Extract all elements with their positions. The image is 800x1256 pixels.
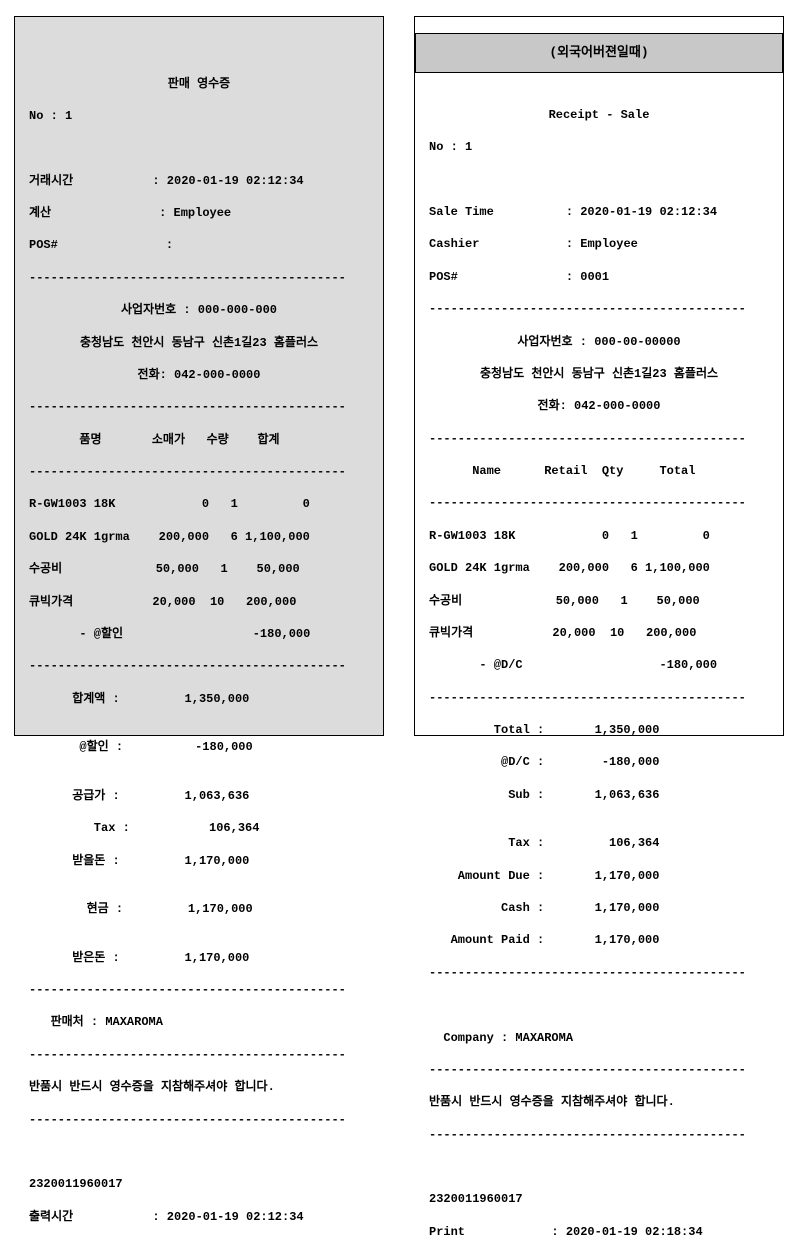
item-row-0: R-GW1003 18K 0 1 0: [29, 496, 369, 512]
row-cashier: 계산 : Employee: [29, 205, 369, 221]
company: Company : MAXAROMA: [429, 1030, 769, 1046]
dash: ----------------------------------------…: [429, 431, 769, 447]
dash: ----------------------------------------…: [429, 965, 769, 981]
print-line: Print : 2020-01-19 02:18:34: [429, 1224, 769, 1240]
item-row-3: 큐빅가격 20,000 10 200,000: [29, 594, 369, 610]
dash: ----------------------------------------…: [29, 658, 369, 674]
header-box: (외국어버젼일때): [415, 33, 783, 73]
item-row-4: - @D/C -180,000: [429, 657, 769, 673]
value: : Employee: [159, 206, 231, 220]
total-6: 받을돈 : 1,170,000: [29, 853, 369, 869]
biz-line: 사업자번호 : 000-00-00000: [429, 334, 769, 350]
total-0: 합계액 : 1,350,000: [29, 691, 369, 707]
addr-line: 충청남도 천안시 동남구 신촌1길23 홈플러스: [429, 366, 769, 382]
label: Cashier: [429, 237, 479, 251]
dash: ----------------------------------------…: [429, 1062, 769, 1078]
label: POS#: [429, 270, 458, 284]
footnote: 반품시 반드시 영수증을 지참해주셔야 합니다.: [429, 1094, 769, 1110]
value: :: [166, 238, 173, 252]
tel-line: 전화: 042-000-0000: [29, 367, 369, 383]
blank: [29, 140, 369, 156]
label: Sale Time: [429, 205, 494, 219]
value: : Employee: [566, 237, 638, 251]
dash: ----------------------------------------…: [29, 464, 369, 480]
label: 계산: [29, 206, 51, 220]
no-line: No : 1: [29, 108, 369, 124]
total-5: Amount Due : 1,170,000: [429, 868, 769, 884]
value: : 2020-01-19 02:12:34: [152, 174, 303, 188]
item-row-1: GOLD 24K 1grma 200,000 6 1,100,000: [429, 560, 769, 576]
tel-line: 전화: 042-000-0000: [429, 398, 769, 414]
title: Receipt - Sale: [429, 107, 769, 123]
blank: [429, 997, 769, 1013]
barcode: 2320011960017: [429, 1191, 769, 1207]
col-header: 품명 소매가 수량 합계: [29, 432, 369, 448]
total-1: @D/C : -180,000: [429, 754, 769, 770]
dash: ----------------------------------------…: [29, 270, 369, 286]
blank: [29, 43, 369, 59]
dash: ----------------------------------------…: [429, 301, 769, 317]
receipt-korean: 판매 영수증 No : 1 거래시간 : 2020-01-19 02:12:34…: [14, 16, 384, 736]
total-2: @할인 : -180,000: [29, 739, 369, 755]
total-7: Amount Paid : 1,170,000: [429, 932, 769, 948]
total-2: Sub : 1,063,636: [429, 787, 769, 803]
total-6: Cash : 1,170,000: [429, 900, 769, 916]
footnote: 반품시 반드시 영수증을 지참해주셔야 합니다.: [29, 1079, 369, 1095]
value: : 2020-01-19 02:12:34: [566, 205, 717, 219]
item-row-4: - @할인 -180,000: [29, 626, 369, 642]
label: POS#: [29, 238, 58, 252]
col-header: Name Retail Qty Total: [429, 463, 769, 479]
print-line: 출력시간 : 2020-01-19 02:12:34: [29, 1209, 369, 1225]
item-row-0: R-GW1003 18K 0 1 0: [429, 528, 769, 544]
total-4: Tax : 106,364: [429, 835, 769, 851]
dash: ----------------------------------------…: [429, 690, 769, 706]
total-0: Total : 1,350,000: [429, 722, 769, 738]
receipt-english: (외국어버젼일때) Receipt - Sale No : 1 Sale Tim…: [414, 16, 784, 736]
dash: ----------------------------------------…: [29, 982, 369, 998]
item-row-2: 수공비 50,000 1 50,000: [29, 561, 369, 577]
value: : 0001: [566, 270, 609, 284]
title: 판매 영수증: [29, 76, 369, 92]
row-saletime: Sale Time : 2020-01-19 02:12:34: [429, 204, 769, 220]
label: 거래시간: [29, 174, 73, 188]
row-cashier: Cashier : Employee: [429, 236, 769, 252]
dash: ----------------------------------------…: [29, 1047, 369, 1063]
company: 판매처 : MAXAROMA: [29, 1014, 369, 1030]
row-pos: POS# : 0001: [429, 269, 769, 285]
item-row-3: 큐빅가격 20,000 10 200,000: [429, 625, 769, 641]
row-saletime: 거래시간 : 2020-01-19 02:12:34: [29, 173, 369, 189]
total-10: 받은돈 : 1,170,000: [29, 950, 369, 966]
blank: [29, 1144, 369, 1160]
total-5: Tax : 106,364: [29, 820, 369, 836]
total-8: 현금 : 1,170,000: [29, 901, 369, 917]
blank: [429, 172, 769, 188]
item-row-2: 수공비 50,000 1 50,000: [429, 593, 769, 609]
addr-line: 충청남도 천안시 동남구 신촌1길23 홈플러스: [29, 335, 369, 351]
dash: ----------------------------------------…: [29, 1112, 369, 1128]
biz-line: 사업자번호 : 000-000-000: [29, 302, 369, 318]
item-row-1: GOLD 24K 1grma 200,000 6 1,100,000: [29, 529, 369, 545]
total-4: 공급가 : 1,063,636: [29, 788, 369, 804]
dash: ----------------------------------------…: [29, 399, 369, 415]
blank: [429, 1159, 769, 1175]
dash: ----------------------------------------…: [429, 1127, 769, 1143]
dash: ----------------------------------------…: [429, 495, 769, 511]
row-pos: POS# :: [29, 237, 369, 253]
no-line: No : 1: [429, 139, 769, 155]
barcode: 2320011960017: [29, 1176, 369, 1192]
